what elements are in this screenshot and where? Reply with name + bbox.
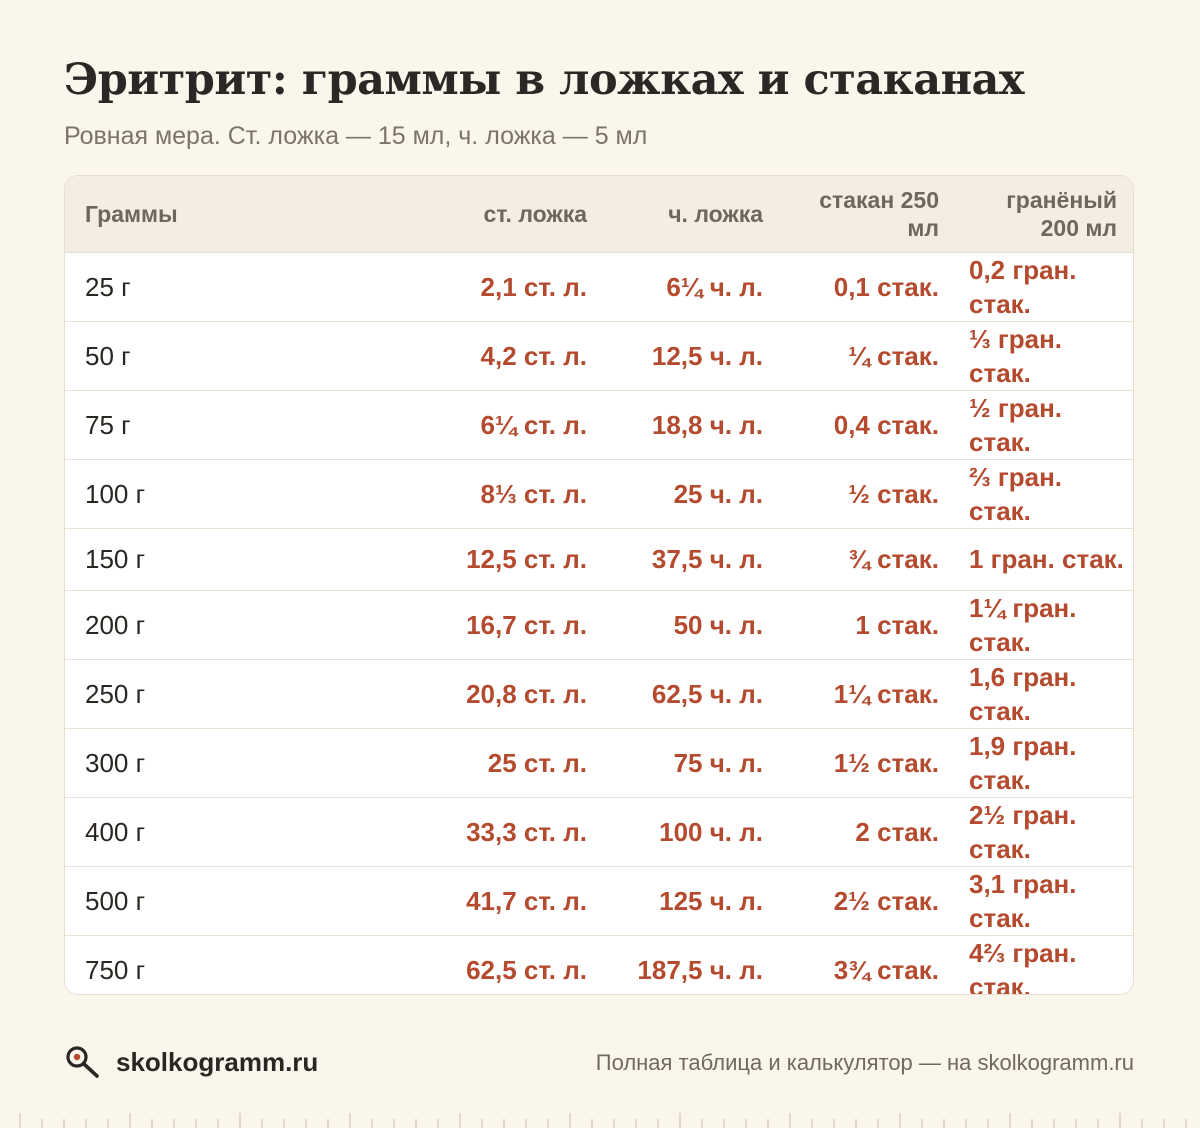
- tablespoon-cell: 41,7 ст. л.: [431, 865, 607, 935]
- cup-250-cell: 1¼ стак.: [783, 658, 959, 728]
- tablespoon-cell: 4,2 ст. л.: [431, 320, 607, 390]
- ruler-decoration: [19, 1113, 1187, 1128]
- header-grams: Граммы: [65, 176, 431, 253]
- tablespoon-cell: 16,7 ст. л.: [431, 589, 607, 659]
- cup-250-cell: 0,1 стак.: [833, 271, 939, 302]
- grams-cell: 250 г: [65, 658, 431, 728]
- table-row: 300 г 25 ст. л. 75 ч. л. 1½ стак. 1,9 гран. …: [65, 727, 1133, 797]
- faceted-glass-cell: 4⅔ гран. стак.: [959, 934, 1133, 994]
- grams-cell: 100 г: [65, 458, 431, 528]
- cup-250-cell: 1 стак.: [783, 589, 959, 659]
- table-row: 750 г 62,5 ст. л. 187,5 ч. л. 3¾ стак. 4⅔ гр…: [65, 934, 1133, 994]
- grams-cell: 500 г: [65, 865, 431, 935]
- tablespoon-cell: 20,8 ст. л.: [431, 658, 607, 728]
- cup-250-cell: 1½ стак.: [783, 727, 959, 797]
- cup-250-cell: ¾ стак.: [783, 527, 959, 590]
- grams-cell: 75 г: [65, 389, 431, 459]
- table-row: 250 г 20,8 ст. л. 62,5 ч. л. 1¼ стак. 1,6 гр…: [65, 658, 1133, 728]
- table-row: 500 г 41,7 ст. л. 125 ч. л. 2½ стак. 3,1 гра…: [65, 865, 1133, 935]
- faceted-glass-cell: 2½ гран. стак.: [959, 796, 1133, 866]
- grams-cell: 400 г: [65, 796, 431, 866]
- teaspoon-cell: 25 ч. л.: [607, 458, 783, 528]
- header-teaspoon: ч. ложка: [607, 176, 783, 253]
- tablespoon-cell: 2,1 ст. л.: [480, 271, 587, 302]
- table-row: 200 г 16,7 ст. л. 50 ч. л. 1 стак. 1¼ гран. …: [65, 589, 1133, 659]
- teaspoon-cell: 125 ч. л.: [607, 865, 783, 935]
- faceted-glass-cell: 1,9 гран. стак.: [959, 727, 1133, 797]
- tablespoon-cell: 6¼ ст. л.: [431, 389, 607, 459]
- footer-brand: skolkogramm.ru: [64, 1044, 318, 1080]
- cup-250-cell: ¼ стак.: [783, 320, 959, 390]
- cup-250-cell: 3¾ стак.: [783, 934, 959, 994]
- faceted-glass-cell: 1¼ гран. стак.: [959, 589, 1133, 659]
- table-row: 400 г 33,3 ст. л. 100 ч. л. 2 стак. 2½ гран.…: [65, 796, 1133, 866]
- grams-cell: 25 г: [85, 271, 131, 302]
- faceted-glass-cell: 0,2 гран. стак.: [969, 254, 1077, 319]
- tablespoon-cell: 8⅓ ст. л.: [431, 458, 607, 528]
- faceted-glass-cell: 3,1 гран. стак.: [959, 865, 1133, 935]
- teaspoon-cell: 187,5 ч. л.: [607, 934, 783, 994]
- teaspoon-cell: 6¼ ч. л.: [666, 271, 763, 302]
- magnifier-icon: [66, 1046, 99, 1078]
- site-name: skolkogramm.ru: [116, 1047, 319, 1077]
- cup-250-cell: 2 стак.: [783, 796, 959, 866]
- footer-note: Полная таблица и калькулятор — на skolko…: [595, 1050, 1134, 1075]
- teaspoon-cell: 12,5 ч. л.: [607, 320, 783, 390]
- cup-250-cell: ½ стак.: [783, 458, 959, 528]
- table-header-row: Граммы ст. ложка ч. ложка стакан 250 мл …: [65, 176, 1133, 253]
- tablespoon-cell: 62,5 ст. л.: [431, 934, 607, 994]
- teaspoon-cell: 50 ч. л.: [607, 589, 783, 659]
- table-row: 25 г 2,1 ст. л. 6¼ ч. л. 0,1 стак. 0,2 гран.…: [65, 252, 1133, 321]
- teaspoon-cell: 37,5 ч. л.: [607, 527, 783, 590]
- tablespoon-cell: 12,5 ст. л.: [431, 527, 607, 590]
- table-row: 150 г 12,5 ст. л. 37,5 ч. л. ¾ стак. 1 гран.…: [65, 527, 1133, 590]
- header-tablespoon: ст. ложка: [431, 176, 607, 253]
- header-cup-250: стакан 250 мл: [783, 176, 959, 253]
- grams-cell: 50 г: [65, 320, 431, 390]
- grams-cell: 150 г: [65, 527, 431, 590]
- cup-250-cell: 2½ стак.: [783, 865, 959, 935]
- teaspoon-cell: 100 ч. л.: [607, 796, 783, 866]
- table-row: 75 г 6¼ ст. л. 18,8 ч. л. 0,4 стак. ½ гран. …: [65, 389, 1133, 459]
- teaspoon-cell: 18,8 ч. л.: [607, 389, 783, 459]
- faceted-glass-cell: 1,6 гран. стак.: [959, 658, 1133, 728]
- tablespoon-cell: 25 ст. л.: [431, 727, 607, 797]
- faceted-glass-cell: ½ гран. стак.: [959, 389, 1133, 459]
- table-row: 50 г 4,2 ст. л. 12,5 ч. л. ¼ стак. ⅓ гран. с…: [65, 320, 1133, 390]
- teaspoon-cell: 62,5 ч. л.: [607, 658, 783, 728]
- tablespoon-cell: 33,3 ст. л.: [431, 796, 607, 866]
- teaspoon-cell: 75 ч. л.: [607, 727, 783, 797]
- grams-cell: 300 г: [65, 727, 431, 797]
- faceted-glass-cell: ⅓ гран. стак.: [959, 320, 1133, 390]
- page-subtitle: Ровная мера. Ст. ложка — 15 мл, ч. ложка…: [64, 122, 648, 150]
- header-faceted-glass-200: гранёный 200 мл: [959, 176, 1133, 253]
- faceted-glass-cell: 1 гран. стак.: [959, 527, 1133, 590]
- grams-cell: 200 г: [65, 589, 431, 659]
- page-title: Эритрит: граммы в ложках и стаканах: [64, 55, 1025, 105]
- table-body: 25 г 2,1 ст. л. 6¼ ч. л. 0,1 стак. 0,2 гран.…: [65, 252, 1133, 994]
- conversion-table: Граммы ст. ложка ч. ложка стакан 250 мл …: [65, 176, 1133, 994]
- cup-250-cell: 0,4 стак.: [783, 389, 959, 459]
- conversion-table-card: Граммы ст. ложка ч. ложка стакан 250 мл …: [64, 175, 1134, 995]
- faceted-glass-cell: ⅔ гран. стак.: [959, 458, 1133, 528]
- grams-cell: 750 г: [65, 934, 431, 994]
- table-row: 100 г 8⅓ ст. л. 25 ч. л. ½ стак. ⅔ гран. ста…: [65, 458, 1133, 528]
